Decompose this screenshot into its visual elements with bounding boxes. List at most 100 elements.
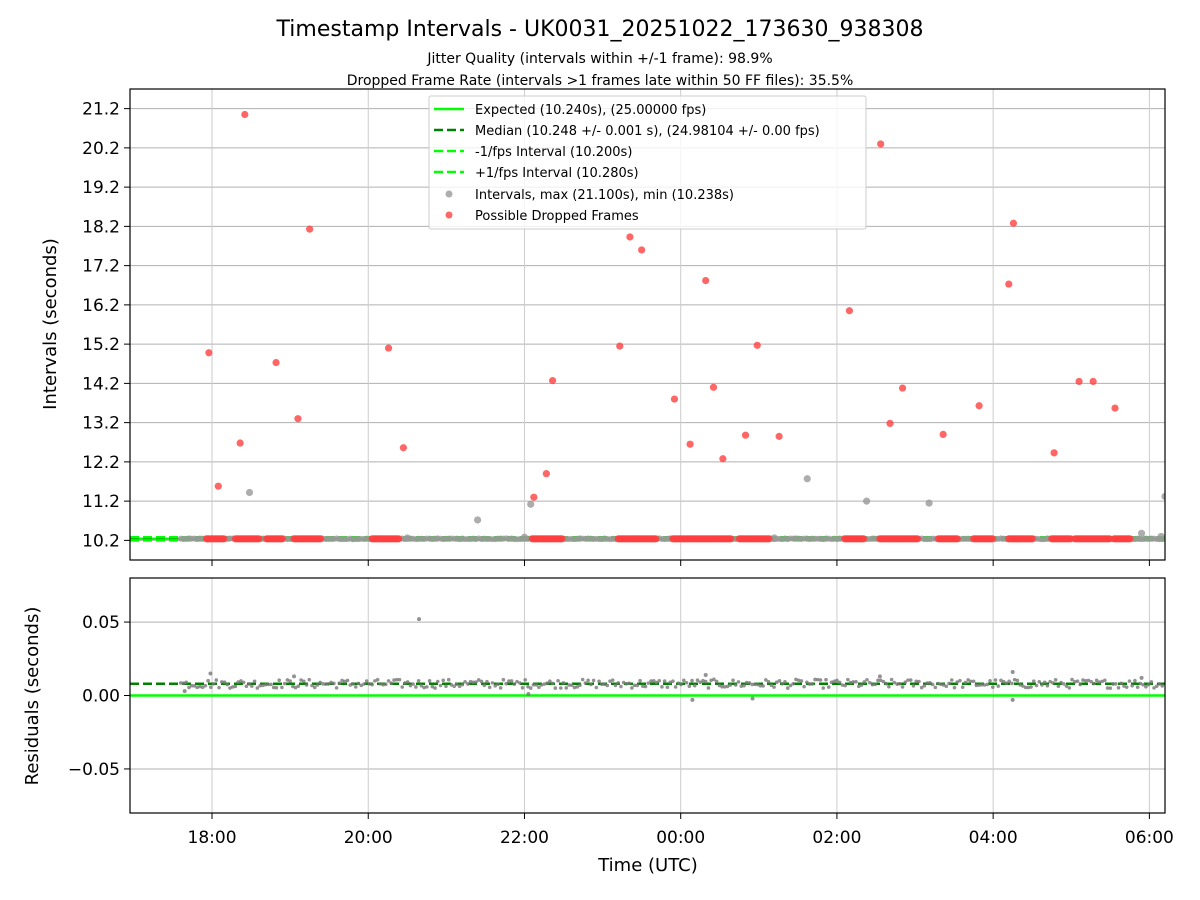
dropped-frame-point: [859, 535, 868, 543]
interval-point: [572, 685, 577, 690]
interval-point: [1100, 679, 1104, 684]
dropped-frame-point: [214, 482, 222, 490]
interval-point: [206, 678, 210, 683]
interval-point: [198, 684, 202, 689]
interval-point: [788, 683, 793, 688]
interval-point: [876, 678, 880, 683]
interval-point: [733, 683, 738, 687]
legend-dropped-swatch: [445, 211, 453, 219]
interval-point: [422, 685, 426, 690]
dropped-frame-point: [530, 493, 538, 501]
interval-point: [1010, 681, 1014, 686]
interval-point: [877, 674, 882, 679]
interval-point: [925, 681, 929, 685]
interval-point: [526, 684, 530, 689]
interval-point: [527, 500, 535, 508]
interval-point: [1048, 679, 1052, 684]
interval-point: [1097, 680, 1102, 684]
interval-point: [616, 681, 621, 685]
interval-point: [1010, 697, 1015, 702]
interval-point: [980, 682, 984, 687]
interval-point: [911, 684, 916, 688]
interval-point: [332, 681, 336, 686]
interval-point: [370, 682, 374, 687]
interval-point: [939, 682, 943, 687]
interval-point: [780, 681, 785, 686]
interval-point: [1064, 684, 1069, 688]
dropped-frame-point: [845, 307, 854, 315]
interval-point: [703, 679, 708, 684]
interval-point: [933, 685, 938, 690]
interval-point: [367, 682, 372, 686]
interval-point: [824, 677, 828, 682]
interval-point: [988, 678, 992, 683]
interval-point: [654, 680, 659, 685]
y-tick-label: 16.2: [82, 296, 120, 316]
interval-point: [556, 678, 560, 683]
interval-point: [548, 679, 552, 683]
interval-point: [255, 686, 260, 690]
interval-point: [862, 680, 867, 684]
interval-point: [966, 678, 970, 682]
interval-point: [747, 681, 752, 685]
interval-point: [903, 680, 908, 685]
interval-point: [1103, 678, 1107, 683]
interval-point: [567, 683, 571, 687]
interval-point: [250, 684, 254, 688]
dropped-frame-point: [727, 535, 735, 543]
interval-point: [315, 683, 320, 687]
interval-point: [837, 680, 842, 685]
interval-point: [641, 684, 645, 688]
interval-point: [878, 678, 883, 683]
interval-point: [591, 678, 596, 683]
dropped-frame-point: [316, 535, 325, 543]
interval-point: [400, 685, 405, 689]
interval-point: [960, 685, 965, 690]
interval-point: [1086, 678, 1091, 683]
interval-point: [635, 683, 640, 688]
interval-point: [258, 683, 262, 688]
interval-point: [1122, 684, 1126, 688]
y-tick-label: 0.00: [82, 687, 120, 707]
interval-point: [310, 683, 314, 688]
dropped-frame-point: [709, 383, 718, 391]
interval-point: [307, 677, 312, 682]
interval-point: [293, 685, 298, 690]
interval-point: [323, 682, 328, 686]
interval-point: [610, 678, 615, 682]
dropped-frame-point: [1005, 280, 1013, 288]
x-tick-label: 02:00: [812, 828, 861, 848]
interval-point: [690, 678, 694, 683]
interval-point: [805, 680, 809, 685]
dropped-frame-point: [741, 431, 750, 439]
interval-point: [668, 680, 672, 685]
interval-point: [441, 678, 446, 683]
interval-point: [217, 685, 221, 690]
dropped-frame-point: [898, 384, 907, 392]
legend-expected-label: Expected (10.240s), (25.00000 fps): [475, 103, 706, 118]
interval-point: [364, 679, 369, 683]
interval-point: [1137, 529, 1146, 537]
interval-point: [1092, 681, 1096, 686]
interval-point: [482, 683, 487, 688]
interval-point: [1067, 686, 1072, 690]
interval-point: [438, 683, 443, 688]
dropped-frame-point: [542, 470, 550, 478]
interval-point: [709, 678, 713, 683]
interval-point: [378, 682, 383, 686]
interval-point: [728, 683, 733, 687]
interval-point: [351, 682, 355, 686]
interval-point: [498, 686, 503, 690]
interval-point: [463, 680, 467, 684]
interval-point: [758, 683, 763, 688]
interval-point: [720, 684, 724, 689]
interval-point: [553, 686, 558, 690]
interval-point: [643, 684, 648, 689]
legend-plus-fps-label: +1/fps Interval (10.280s): [475, 166, 639, 181]
intervals-y-axis-label: Intervals (seconds): [40, 238, 61, 410]
legend: Expected (10.240s), (25.00000 fps) Media…: [428, 95, 867, 230]
interval-point: [889, 677, 894, 682]
interval-point: [1149, 680, 1154, 684]
interval-point: [856, 684, 861, 689]
